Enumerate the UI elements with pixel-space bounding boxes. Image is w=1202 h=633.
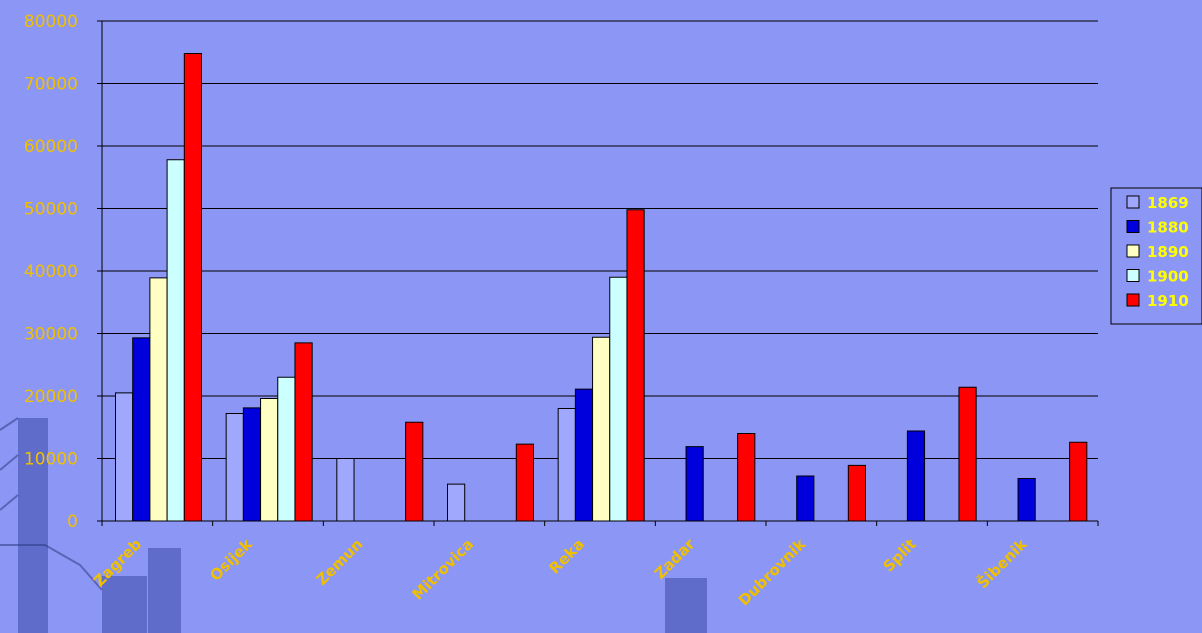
y-tick-label-40000: 40000 — [24, 262, 78, 282]
y-tick-label-80000: 80000 — [24, 12, 78, 32]
legend-swatch-1869 — [1126, 195, 1140, 209]
x-category-label-dubrovnik: Dubrovnik — [735, 534, 810, 609]
background-building-shape — [18, 418, 48, 633]
y-tick-label-50000: 50000 — [24, 200, 78, 220]
bar-reka-1869 — [557, 408, 576, 522]
y-tick-label-0: 0 — [67, 512, 78, 532]
bar-zagreb-1900 — [166, 159, 185, 522]
x-category-label-mitrovica: Mitrovica — [409, 535, 478, 604]
bar-reka-1900 — [609, 276, 628, 522]
background-building-shape — [665, 578, 707, 633]
bar-mitrovica-1869 — [447, 483, 466, 522]
y-tick-label-60000: 60000 — [24, 137, 78, 157]
x-category-label-split: Split — [880, 535, 920, 575]
legend-box — [1110, 187, 1202, 325]
bar-reka-1880 — [574, 388, 594, 522]
bar-zagreb-1869 — [115, 392, 134, 522]
legend-swatch-1880 — [1126, 220, 1140, 233]
legend-swatch-1890 — [1126, 244, 1140, 258]
bar-zagreb-1910 — [183, 53, 203, 522]
bar-zemun-1910 — [405, 421, 424, 522]
bar-zagreb-1880 — [132, 337, 151, 522]
bar-osijek-1910 — [294, 342, 313, 522]
axes — [97, 20, 1099, 526]
bar-dubrovnik-1880 — [796, 475, 815, 522]
bar-reka-1890 — [592, 336, 611, 522]
x-category-label-zadar: Zadar — [651, 535, 699, 583]
bar-osijek-1880 — [242, 407, 262, 522]
x-axis-category-labels: Zagreb Osijek Zemun Mitrovica Reka Zadar Dubro… — [90, 534, 1031, 610]
x-category-label-sibenik: Šibenik — [973, 534, 1031, 592]
legend-label-1890: 1890 — [1147, 243, 1189, 261]
bar-osijek-1890 — [260, 398, 279, 522]
bars — [115, 53, 1088, 522]
y-tick-label-10000: 10000 — [24, 450, 78, 470]
bar-mitrovica-1910 — [515, 443, 534, 522]
bar-dubrovnik-1910 — [847, 464, 866, 522]
background-line — [0, 544, 103, 591]
legend-swatch-1900 — [1126, 269, 1140, 282]
background-decoration — [0, 417, 707, 633]
y-tick-label-30000: 30000 — [24, 325, 78, 345]
bar-zagreb-1890 — [149, 277, 168, 522]
bar-zadar-1880 — [685, 446, 704, 522]
y-axis-tick-labels: 0 10000 20000 30000 40000 50000 60000 70000 8000… — [24, 12, 78, 532]
bar-zemun-1869 — [336, 458, 355, 522]
bar-sibenik-1910 — [1069, 441, 1088, 522]
background-line — [0, 417, 19, 511]
legend-label-1869: 1869 — [1147, 194, 1189, 212]
x-category-label-zemun: Zemun — [313, 535, 367, 589]
background-building-shape — [148, 548, 181, 633]
x-category-label-reka: Reka — [546, 535, 588, 577]
legend-swatch-1910 — [1126, 293, 1140, 307]
y-tick-label-20000: 20000 — [24, 387, 78, 407]
bar-osijek-1900 — [277, 376, 296, 522]
legend-label-1900: 1900 — [1147, 268, 1189, 286]
legend-label-1910: 1910 — [1147, 292, 1189, 310]
x-category-label-osijek: Osijek — [206, 534, 256, 584]
bar-reka-1910 — [626, 209, 645, 522]
legend: 1869 1880 1890 1900 1910 — [1110, 187, 1202, 325]
bar-osijek-1869 — [225, 413, 244, 522]
bar-split-1880 — [906, 430, 926, 522]
background-building-shape — [102, 576, 147, 633]
bar-split-1910 — [958, 386, 977, 522]
y-tick-label-70000: 70000 — [24, 75, 78, 95]
legend-label-1880: 1880 — [1147, 219, 1189, 237]
bar-zadar-1910 — [737, 433, 756, 522]
bar-sibenik-1880 — [1017, 478, 1036, 522]
